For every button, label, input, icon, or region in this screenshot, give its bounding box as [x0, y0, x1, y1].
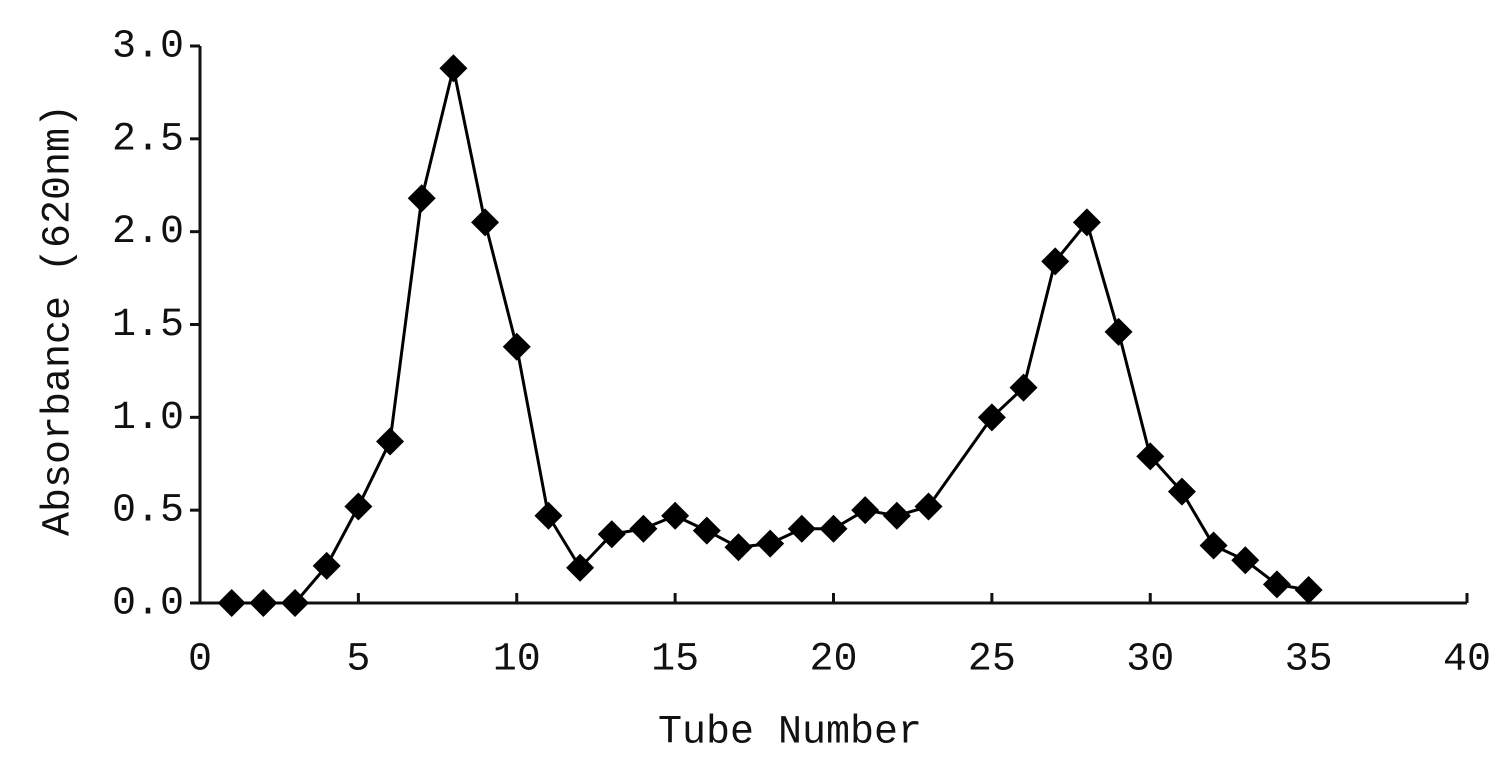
data-marker — [1072, 208, 1101, 237]
data-marker — [977, 403, 1006, 432]
data-marker — [882, 501, 911, 530]
data-marker — [756, 529, 785, 558]
x-tick-label: 35 — [1285, 638, 1333, 683]
y-tick-label: 1.5 — [112, 303, 184, 348]
x-axis-title: Tube Number — [658, 711, 922, 756]
y-tick-label: 0.0 — [112, 582, 184, 627]
data-marker — [534, 501, 563, 530]
data-marker — [566, 553, 595, 582]
data-marker — [787, 514, 816, 543]
x-tick-label: 30 — [1126, 638, 1174, 683]
data-marker — [1009, 373, 1038, 402]
y-tick-label: 2.5 — [112, 117, 184, 162]
data-marker — [1104, 317, 1133, 346]
data-line — [231, 67, 1309, 605]
x-tick-label: 20 — [809, 638, 857, 683]
data-marker — [1262, 570, 1291, 599]
data-marker — [344, 492, 373, 521]
data-marker — [1167, 477, 1196, 506]
data-marker — [439, 54, 468, 83]
data-marker — [376, 427, 405, 456]
data-marker — [724, 533, 753, 562]
data-marker — [502, 332, 531, 361]
data-marker — [1136, 442, 1165, 471]
data-marker — [249, 589, 278, 617]
x-tick-label: 25 — [968, 638, 1016, 683]
data-marker — [1199, 531, 1228, 560]
y-tick-label: 3.0 — [112, 25, 184, 70]
data-marker — [692, 516, 721, 545]
data-marker — [1294, 576, 1323, 605]
data-marker — [281, 589, 310, 617]
data-marker — [1231, 546, 1260, 575]
data-marker — [471, 208, 500, 237]
data-marker — [217, 589, 246, 617]
data-marker — [1041, 247, 1070, 276]
x-tick-label: 0 — [188, 638, 212, 683]
data-marker — [597, 520, 626, 549]
x-tick-label: 15 — [651, 638, 699, 683]
data-marker — [661, 501, 690, 530]
data-marker — [629, 514, 658, 543]
y-tick-label: 1.0 — [112, 396, 184, 441]
x-tick-label: 5 — [346, 638, 370, 683]
data-marker — [819, 514, 848, 543]
x-tick-label: 40 — [1443, 638, 1491, 683]
data-marker — [914, 492, 943, 521]
data-marker — [407, 184, 436, 213]
data-marker — [851, 496, 880, 525]
y-axis-title: Absorbance (620nm) — [37, 104, 82, 536]
data-marker — [312, 551, 341, 580]
x-tick-label: 10 — [493, 638, 541, 683]
y-tick-label: 0.5 — [112, 489, 184, 534]
y-tick-label: 2.0 — [112, 210, 184, 255]
